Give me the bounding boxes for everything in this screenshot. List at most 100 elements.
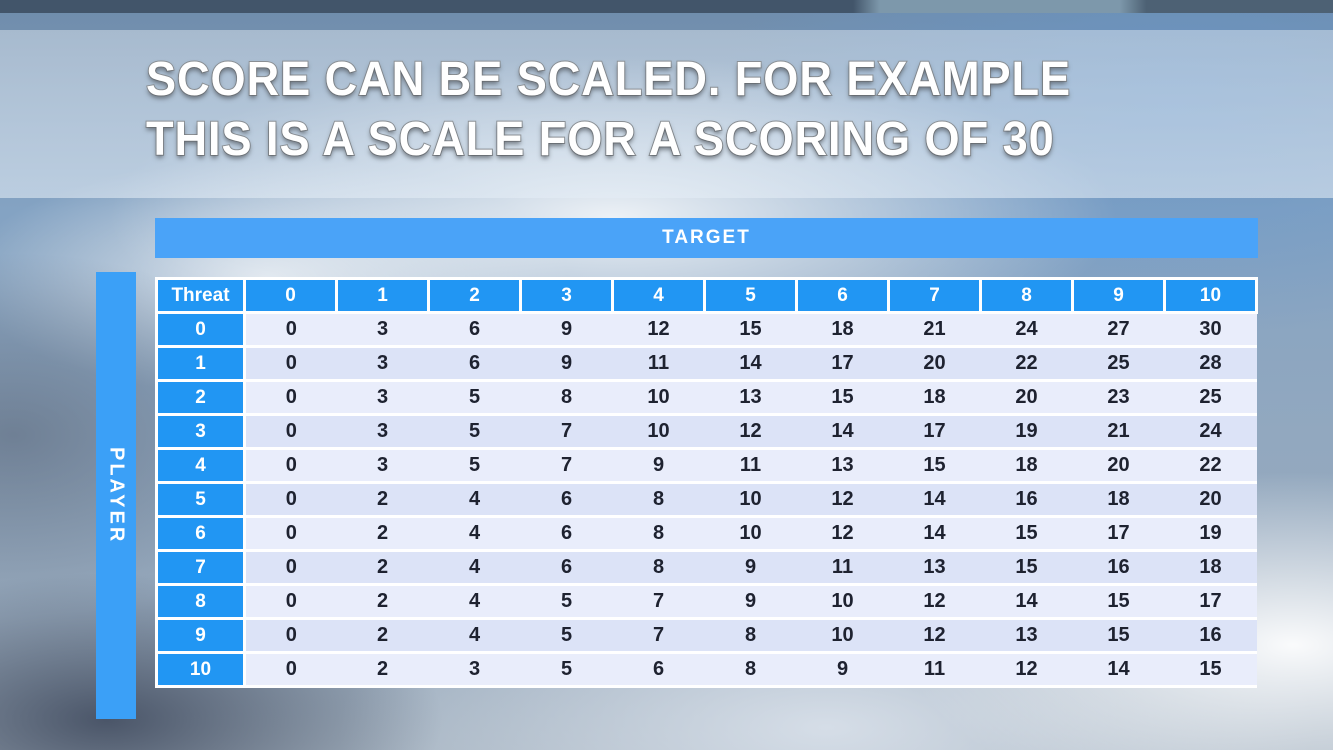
score-cell-threat8-target6: 10 <box>796 583 889 620</box>
score-cell-threat5-target10: 20 <box>1164 481 1257 518</box>
target-axis-label: TARGET <box>662 227 751 248</box>
target-col-header-8: 8 <box>979 277 1074 314</box>
threat-row-header-1: 1 <box>155 345 246 382</box>
score-cell-threat2-target9: 23 <box>1072 379 1165 416</box>
target-col-header-0: 0 <box>243 277 338 314</box>
score-cell-threat7-target10: 18 <box>1164 549 1257 586</box>
score-cell-threat5-target8: 16 <box>980 481 1073 518</box>
score-cell-threat4-target8: 18 <box>980 447 1073 484</box>
score-cell-threat9-target10: 16 <box>1164 617 1257 654</box>
score-cell-threat5-target3: 6 <box>520 481 613 518</box>
score-cell-threat1-target0: 0 <box>244 345 337 382</box>
score-cell-threat7-target0: 0 <box>244 549 337 586</box>
score-cell-threat5-target4: 8 <box>612 481 705 518</box>
score-cell-threat3-target3: 7 <box>520 413 613 450</box>
score-cell-threat6-target4: 8 <box>612 515 705 552</box>
score-row-threat-0: 0 0 3 6 9 12 15 18 21 24 27 30 <box>155 311 1257 348</box>
score-cell-threat10-target6: 9 <box>796 651 889 688</box>
target-col-header-6: 6 <box>795 277 890 314</box>
score-cell-threat0-target7: 21 <box>888 311 981 348</box>
threat-row-header-3: 3 <box>155 413 246 450</box>
score-cell-threat5-target7: 14 <box>888 481 981 518</box>
target-col-header-7: 7 <box>887 277 982 314</box>
score-cell-threat1-target3: 9 <box>520 345 613 382</box>
player-axis-label: PLAYER <box>105 446 128 545</box>
score-cell-threat3-target1: 3 <box>336 413 429 450</box>
threat-row-header-4: 4 <box>155 447 246 484</box>
score-cell-threat9-target6: 10 <box>796 617 889 654</box>
score-cell-threat7-target7: 13 <box>888 549 981 586</box>
score-cell-threat10-target0: 0 <box>244 651 337 688</box>
score-table: Threat 0 1 2 3 4 5 6 7 8 9 10 0 0 3 6 9 12 15 18 21 24 27 30 1… <box>155 277 1258 688</box>
score-cell-threat1-target6: 17 <box>796 345 889 382</box>
score-row-threat-3: 3 0 3 5 7 10 12 14 17 19 21 24 <box>155 413 1257 450</box>
score-cell-threat2-target1: 3 <box>336 379 429 416</box>
score-cell-threat6-target7: 14 <box>888 515 981 552</box>
score-cell-threat8-target1: 2 <box>336 583 429 620</box>
score-cell-threat2-target3: 8 <box>520 379 613 416</box>
score-cell-threat5-target6: 12 <box>796 481 889 518</box>
score-cell-threat1-target7: 20 <box>888 345 981 382</box>
score-cell-threat5-target1: 2 <box>336 481 429 518</box>
score-cell-threat10-target3: 5 <box>520 651 613 688</box>
score-cell-threat0-target10: 30 <box>1164 311 1257 348</box>
score-cell-threat8-target0: 0 <box>244 583 337 620</box>
score-row-threat-7: 7 0 2 4 6 8 9 11 13 15 16 18 <box>155 549 1257 586</box>
score-cell-threat1-target5: 14 <box>704 345 797 382</box>
score-cell-threat4-target1: 3 <box>336 447 429 484</box>
score-cell-threat8-target2: 4 <box>428 583 521 620</box>
score-cell-threat4-target3: 7 <box>520 447 613 484</box>
score-cell-threat7-target2: 4 <box>428 549 521 586</box>
threat-row-header-10: 10 <box>155 651 246 688</box>
score-cell-threat9-target1: 2 <box>336 617 429 654</box>
score-cell-threat2-target6: 15 <box>796 379 889 416</box>
score-cell-threat2-target2: 5 <box>428 379 521 416</box>
score-cell-threat3-target7: 17 <box>888 413 981 450</box>
score-cell-threat9-target2: 4 <box>428 617 521 654</box>
score-cell-threat6-target0: 0 <box>244 515 337 552</box>
score-row-threat-2: 2 0 3 5 8 10 13 15 18 20 23 25 <box>155 379 1257 416</box>
score-cell-threat7-target5: 9 <box>704 549 797 586</box>
score-cell-threat0-target0: 0 <box>244 311 337 348</box>
score-cell-threat0-target5: 15 <box>704 311 797 348</box>
score-cell-threat10-target8: 12 <box>980 651 1073 688</box>
score-cell-threat9-target9: 15 <box>1072 617 1165 654</box>
score-cell-threat0-target4: 12 <box>612 311 705 348</box>
score-cell-threat4-target6: 13 <box>796 447 889 484</box>
score-cell-threat6-target9: 17 <box>1072 515 1165 552</box>
score-cell-threat9-target5: 8 <box>704 617 797 654</box>
score-cell-threat8-target5: 9 <box>704 583 797 620</box>
threat-row-header-5: 5 <box>155 481 246 518</box>
score-cell-threat8-target3: 5 <box>520 583 613 620</box>
score-cell-threat10-target4: 6 <box>612 651 705 688</box>
score-cell-threat10-target5: 8 <box>704 651 797 688</box>
score-cell-threat6-target5: 10 <box>704 515 797 552</box>
score-cell-threat2-target8: 20 <box>980 379 1073 416</box>
score-cell-threat4-target5: 11 <box>704 447 797 484</box>
score-cell-threat9-target0: 0 <box>244 617 337 654</box>
score-cell-threat3-target6: 14 <box>796 413 889 450</box>
score-cell-threat4-target0: 0 <box>244 447 337 484</box>
score-cell-threat2-target5: 13 <box>704 379 797 416</box>
player-axis-header: PLAYER <box>96 272 136 719</box>
score-cell-threat3-target0: 0 <box>244 413 337 450</box>
title-line-2: THIS IS A SCALE FOR A SCORING OF 30 <box>145 112 1055 167</box>
score-cell-threat2-target10: 25 <box>1164 379 1257 416</box>
score-cell-threat4-target7: 15 <box>888 447 981 484</box>
score-cell-threat0-target9: 27 <box>1072 311 1165 348</box>
score-cell-threat3-target9: 21 <box>1072 413 1165 450</box>
score-cell-threat10-target2: 3 <box>428 651 521 688</box>
top-strip <box>0 0 1333 13</box>
score-cell-threat6-target1: 2 <box>336 515 429 552</box>
score-row-threat-6: 6 0 2 4 6 8 10 12 14 15 17 19 <box>155 515 1257 552</box>
score-cell-threat7-target4: 8 <box>612 549 705 586</box>
threat-row-header-0: 0 <box>155 311 246 348</box>
threat-row-header-7: 7 <box>155 549 246 586</box>
score-cell-threat4-target9: 20 <box>1072 447 1165 484</box>
score-row-threat-5: 5 0 2 4 6 8 10 12 14 16 18 20 <box>155 481 1257 518</box>
score-cell-threat9-target7: 12 <box>888 617 981 654</box>
slide-title: SCORE CAN BE SCALED. FOR EXAMPLE THIS IS… <box>145 50 1071 170</box>
title-band: SCORE CAN BE SCALED. FOR EXAMPLE THIS IS… <box>0 30 1333 198</box>
score-cell-threat10-target9: 14 <box>1072 651 1165 688</box>
score-cell-threat3-target2: 5 <box>428 413 521 450</box>
